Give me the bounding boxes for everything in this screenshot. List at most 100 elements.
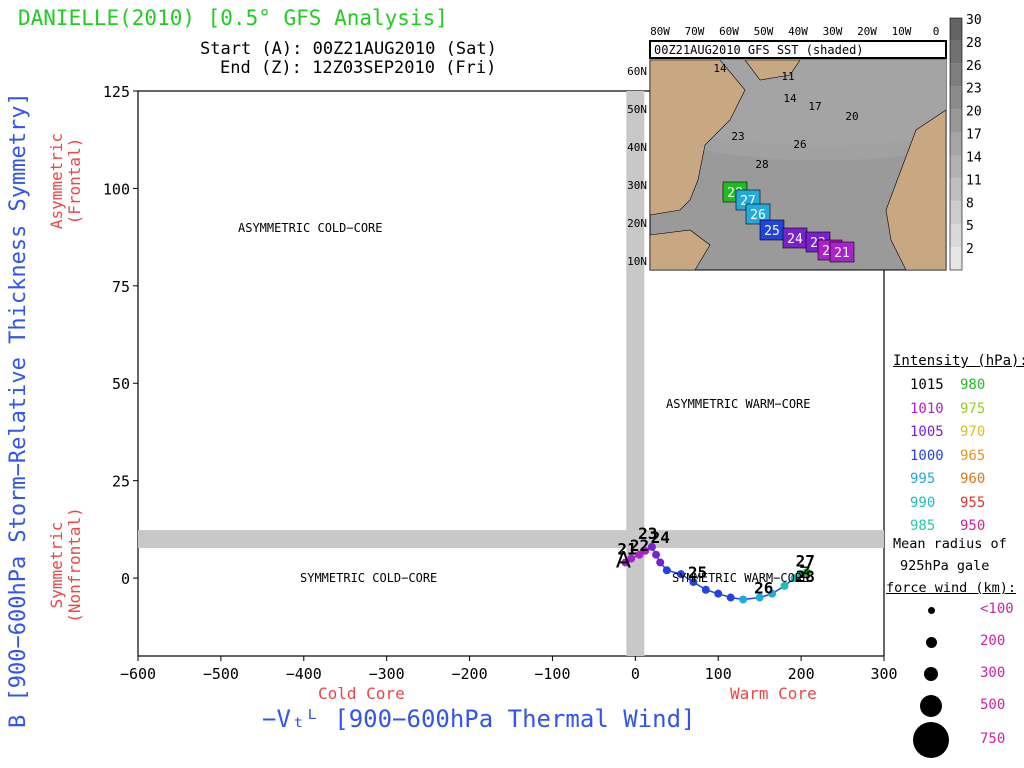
radius-dot <box>924 667 938 681</box>
radius-dot <box>925 636 937 648</box>
x-axis-label: −Vₜᴸ [900−600hPa Thermal Wind] <box>262 705 696 733</box>
legend-row: 1015 980 <box>910 377 985 393</box>
x-tick-label: −500 <box>203 665 239 683</box>
colorbar-label: 30 <box>966 13 982 28</box>
legend-pressure-right: 950 <box>960 518 986 534</box>
track-point <box>641 546 650 555</box>
track-point <box>790 574 799 583</box>
colorbar-segment <box>950 224 962 248</box>
radius-value: 300 <box>980 665 1006 681</box>
x-right-sublabel: Warm Core <box>730 684 817 703</box>
inset-lat-label: 40N <box>627 141 647 154</box>
colorbar-label: 26 <box>966 59 982 74</box>
inset-contour-label: 14 <box>783 92 797 105</box>
legend-pressure-left: 1005 <box>910 424 944 440</box>
threshold-band-vertical <box>626 91 645 656</box>
track-point <box>701 585 710 594</box>
legend-pressure-left: 1010 <box>910 400 944 417</box>
colorbar-label: 2 <box>966 242 974 257</box>
start-marker: A <box>616 548 631 573</box>
radius-value: <100 <box>980 601 1014 617</box>
inset-track-label: 25 <box>764 224 780 239</box>
legend-pressure-left: 995 <box>910 471 936 487</box>
day-label: 21 <box>617 540 636 559</box>
inset-lon-label: 60W <box>719 25 739 38</box>
day-label: 23 <box>638 524 657 543</box>
inset-africa-europe <box>885 109 947 271</box>
colorbar-frame <box>949 17 963 271</box>
track-point <box>780 581 789 590</box>
inset-lon-label: 40W <box>788 25 808 38</box>
day-label: 24 <box>651 528 670 547</box>
x-tick-label: −600 <box>120 665 156 683</box>
track-point <box>627 554 636 563</box>
colorbar-segment <box>950 63 962 87</box>
legend-pressure-right: 965 <box>960 447 986 464</box>
y-bottom-sublabel: Symmetric (Nonfrontal) <box>47 500 84 630</box>
inset-contour-label: 28 <box>755 158 768 171</box>
legend-row: 1000 965 <box>910 448 985 464</box>
colorbar-label: 14 <box>966 150 982 165</box>
track-point <box>647 542 656 551</box>
colorbar-label: 8 <box>966 196 974 211</box>
region-sym-cold: SYMMETRIC COLD−CORE <box>300 571 438 585</box>
x-tick-label: −400 <box>286 665 322 683</box>
radius-dot <box>927 606 935 614</box>
track-point <box>676 570 685 579</box>
colorbar-label: 5 <box>966 219 974 234</box>
colorbar-label: 17 <box>966 128 982 143</box>
inset-track-label: 26 <box>750 208 766 223</box>
colorbar-segment <box>950 40 962 64</box>
x-tick-label: 100 <box>705 665 732 683</box>
y-top-sublabel: Asymmetric (Frontal) <box>47 116 84 246</box>
inset-lon-label: 20W <box>857 25 877 38</box>
day-label: 25 <box>688 563 707 582</box>
inset-lon-label: 70W <box>685 25 705 38</box>
inset-lat-label: 30N <box>627 179 647 192</box>
radius-dot <box>920 695 942 717</box>
inset-lat-label: 10N <box>627 255 647 268</box>
colorbar-segment <box>950 155 962 179</box>
x-tick-label: 300 <box>870 665 897 683</box>
region-asym-warm: ASYMMETRIC WARM−CORE <box>666 397 811 411</box>
colorbar-label: 28 <box>966 36 982 51</box>
inset-lon-label: 10W <box>892 25 912 38</box>
inset-lon-label: 30W <box>823 25 843 38</box>
legend-pressure-left: 1000 <box>910 447 944 464</box>
x-left-sublabel: Cold Core <box>318 684 405 703</box>
end-marker: Z <box>799 563 810 582</box>
inset-title-box <box>649 40 947 59</box>
region-asym-cold: ASYMMETRIC COLD−CORE <box>238 221 383 235</box>
y-bottom-sublabel-2: (Nonfrontal) <box>65 507 84 623</box>
legend-row: 985 950 <box>910 518 985 534</box>
legend-pressure-left: 1015 <box>910 377 944 393</box>
track-point <box>621 558 630 567</box>
x-tick-label: 200 <box>788 665 815 683</box>
colorbar-label: 20 <box>966 105 982 120</box>
legend-pressure-left: 985 <box>910 518 936 534</box>
inset-track-label: 21 <box>834 246 850 261</box>
legend-row: 995 960 <box>910 471 985 487</box>
track-point <box>739 595 748 604</box>
y-top-sublabel-2: (Frontal) <box>65 137 84 225</box>
inset-contour-label: 23 <box>731 130 744 143</box>
inset-contour-label: 11 <box>781 70 794 83</box>
day-label: 22 <box>630 536 649 555</box>
colorbar-segment <box>950 86 962 110</box>
inset-contour-label: 14 <box>713 62 727 75</box>
radius-value: 750 <box>980 731 1006 747</box>
legend-pressure-right: 955 <box>960 494 986 511</box>
radius-dot <box>913 722 949 758</box>
region-sym-warm: SYMMETRIC WARM−CORE <box>672 571 810 585</box>
track-point <box>662 566 671 575</box>
track-point <box>656 558 665 567</box>
inset-contour-label: 20 <box>845 110 858 123</box>
track-point <box>755 593 764 602</box>
legend-title: Intensity (hPa): <box>893 353 1024 369</box>
y-tick-label: 25 <box>112 473 130 491</box>
y-tick-label: 125 <box>103 83 130 101</box>
start-time: Start (A): 00Z21AUG2010 (Sat) <box>200 39 497 59</box>
y-tick-label: 0 <box>121 570 130 588</box>
y-top-sublabel-1: Asymmetric <box>47 132 66 230</box>
